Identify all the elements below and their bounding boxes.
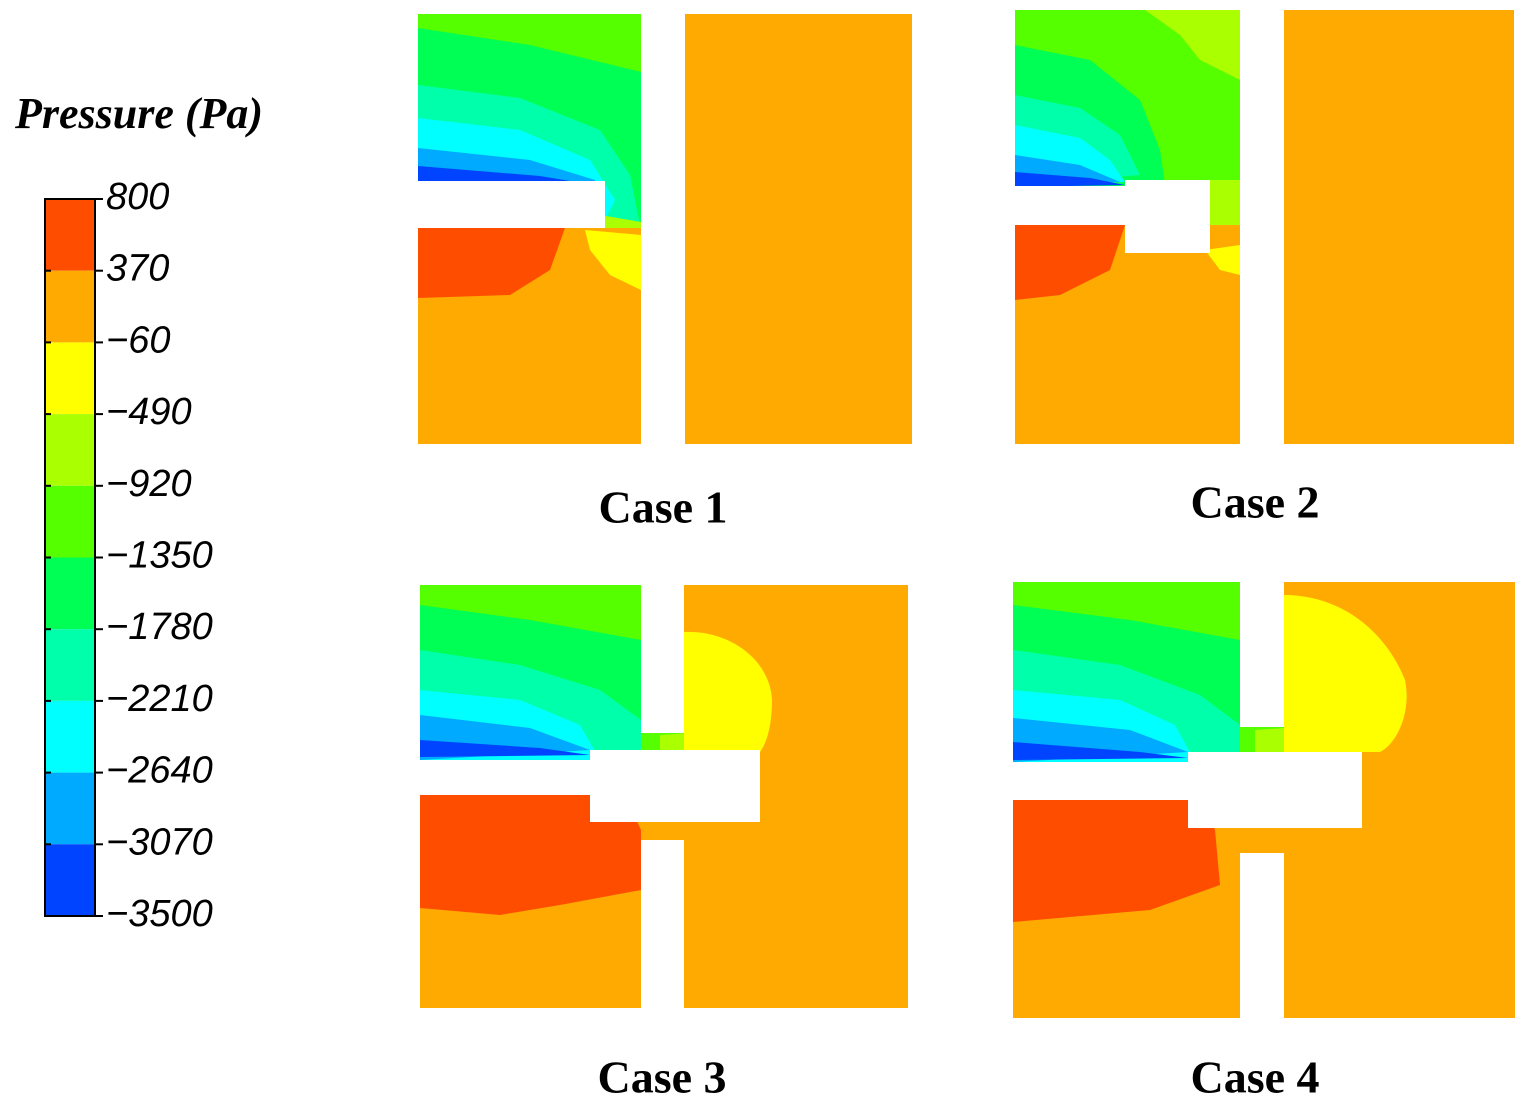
tick-label: −2210 [106,678,213,720]
tick-label: −920 [106,463,192,505]
colorbar-band [45,485,95,558]
tick-label: −3070 [106,821,213,863]
tick-label: −2640 [106,750,213,792]
panel-case-4 [1013,582,1515,1018]
panel-case-2 [1015,10,1514,444]
legend-title: Pressure (Pa) [14,89,263,138]
tick-label: −1350 [106,535,213,577]
colorbar: 800 370 −60 −490 −920 −1350 −1780 −2210 −2640 −30… [44,176,213,935]
colorbar-band [45,414,95,486]
tick-label: 800 [106,176,169,218]
colorbar-band [45,270,95,343]
colorbar-band [45,700,95,773]
tick-label: −3500 [106,893,213,935]
colorbar-band [45,772,95,845]
colorbar-band [45,199,95,271]
case-label: Case 4 [1190,1052,1319,1103]
colorbar-band [45,629,95,701]
colorbar-band [45,342,95,415]
colorbar-band [45,557,95,630]
tick-label: 370 [106,248,169,290]
case-label: Case 3 [597,1052,726,1103]
panel-case-3 [420,585,908,1008]
tick-label: −490 [106,391,192,433]
colorbar-band [45,844,95,916]
case-label: Case 2 [1190,477,1319,528]
case-label: Case 1 [598,482,727,533]
panel-case-1 [418,14,912,444]
tick-label: −60 [106,319,170,361]
tick-label: −1780 [106,606,213,648]
